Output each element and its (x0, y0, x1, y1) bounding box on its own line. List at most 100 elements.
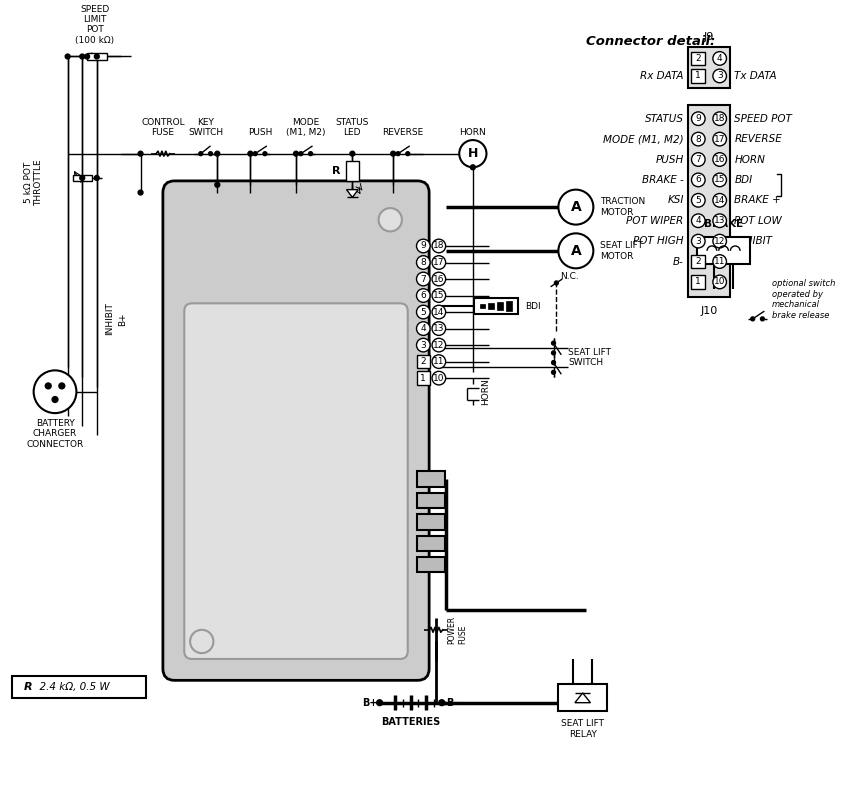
Circle shape (713, 52, 727, 65)
Text: Tx DATA: Tx DATA (734, 71, 777, 81)
Text: B+: B+ (118, 312, 127, 326)
Bar (697, 237, 751, 265)
Bar (417, 471, 445, 487)
Circle shape (299, 152, 303, 156)
Bar (417, 514, 445, 529)
Circle shape (713, 112, 727, 126)
Text: REVERSE: REVERSE (382, 128, 423, 138)
Circle shape (253, 152, 258, 156)
Circle shape (80, 176, 85, 180)
Text: 4: 4 (717, 54, 722, 63)
Circle shape (552, 361, 555, 365)
Circle shape (552, 370, 555, 374)
Circle shape (432, 371, 445, 385)
Circle shape (405, 152, 410, 156)
Circle shape (751, 317, 755, 321)
Text: MODE
(M1, M2): MODE (M1, M2) (286, 118, 326, 138)
Circle shape (416, 339, 430, 352)
Circle shape (439, 700, 445, 706)
Circle shape (215, 182, 220, 187)
Text: H: H (468, 147, 478, 160)
Text: HORN: HORN (460, 128, 486, 138)
Text: 5: 5 (421, 308, 426, 316)
Circle shape (713, 132, 727, 146)
Circle shape (52, 397, 58, 402)
Circle shape (554, 281, 558, 285)
Text: POWER
FUSE: POWER FUSE (448, 616, 467, 644)
Bar (506, 301, 512, 311)
Bar (416, 355, 430, 368)
Text: BDI: BDI (734, 175, 752, 185)
Circle shape (416, 305, 430, 319)
Circle shape (432, 272, 445, 286)
Text: SEAT LIFT
RELAY: SEAT LIFT RELAY (561, 719, 604, 739)
Circle shape (378, 208, 402, 231)
Text: 16: 16 (434, 274, 445, 284)
Circle shape (432, 322, 445, 335)
Text: CONTROL
FUSE: CONTROL FUSE (141, 118, 184, 138)
Circle shape (432, 289, 445, 302)
Text: INHIBIT: INHIBIT (105, 302, 114, 335)
Polygon shape (575, 693, 591, 703)
Text: 2: 2 (695, 54, 701, 63)
Text: 15: 15 (434, 291, 445, 300)
Text: B+: B+ (734, 257, 751, 266)
Text: 1: 1 (695, 72, 701, 80)
Text: 5: 5 (695, 196, 701, 205)
Circle shape (713, 173, 727, 187)
Bar (474, 298, 518, 314)
Text: optional switch
operated by
mechanical
brake release: optional switch operated by mechanical b… (772, 279, 836, 320)
Circle shape (692, 193, 706, 207)
Circle shape (416, 322, 430, 335)
Bar (558, 684, 607, 712)
Circle shape (45, 383, 51, 389)
Bar (692, 52, 706, 65)
Circle shape (190, 630, 213, 653)
Text: BRAKE +: BRAKE + (734, 196, 781, 205)
Text: 4: 4 (421, 324, 426, 333)
Text: J9: J9 (704, 32, 714, 42)
Text: 8: 8 (421, 258, 426, 267)
Circle shape (713, 214, 727, 227)
Circle shape (377, 700, 382, 706)
Circle shape (692, 214, 706, 227)
Text: B-: B- (445, 698, 457, 708)
Text: BDI: BDI (525, 302, 541, 311)
Text: PUSH: PUSH (248, 128, 272, 138)
Text: POT HIGH: POT HIGH (633, 236, 683, 246)
Text: 14: 14 (434, 308, 445, 316)
Circle shape (59, 383, 65, 389)
Bar (692, 254, 706, 269)
Bar (416, 371, 430, 385)
Text: 6: 6 (421, 291, 426, 300)
Text: SPEED POT: SPEED POT (734, 114, 792, 124)
Text: 13: 13 (714, 216, 725, 225)
Text: 17: 17 (714, 134, 725, 144)
Text: 11: 11 (714, 257, 725, 266)
Circle shape (34, 370, 76, 413)
Text: 3: 3 (695, 237, 701, 246)
Text: 5 kΩ POT
THROTTLE: 5 kΩ POT THROTTLE (24, 160, 43, 206)
Text: 9: 9 (695, 114, 701, 123)
Text: SEAT LIFT
SWITCH: SEAT LIFT SWITCH (568, 348, 611, 367)
Text: BATTERY
CHARGER
CONNECTOR: BATTERY CHARGER CONNECTOR (26, 419, 83, 448)
Bar (72, 175, 92, 181)
Text: R: R (332, 166, 341, 176)
Text: SPEED
LIMIT
POT
(100 kΩ): SPEED LIMIT POT (100 kΩ) (76, 5, 115, 45)
Text: BRAKE -: BRAKE - (642, 175, 683, 185)
Text: 6: 6 (695, 176, 701, 184)
Text: KEY
SWITCH: KEY SWITCH (188, 118, 224, 138)
Bar (346, 161, 360, 181)
Text: 18: 18 (434, 242, 445, 250)
Bar (87, 53, 106, 60)
Circle shape (248, 151, 252, 156)
Text: KSI: KSI (667, 196, 683, 205)
Circle shape (432, 256, 445, 270)
Text: 2: 2 (421, 357, 426, 366)
FancyBboxPatch shape (184, 304, 408, 659)
Text: 15: 15 (714, 176, 725, 184)
Polygon shape (347, 190, 358, 197)
Text: A: A (570, 244, 581, 258)
Circle shape (80, 54, 85, 59)
Bar (692, 275, 706, 289)
